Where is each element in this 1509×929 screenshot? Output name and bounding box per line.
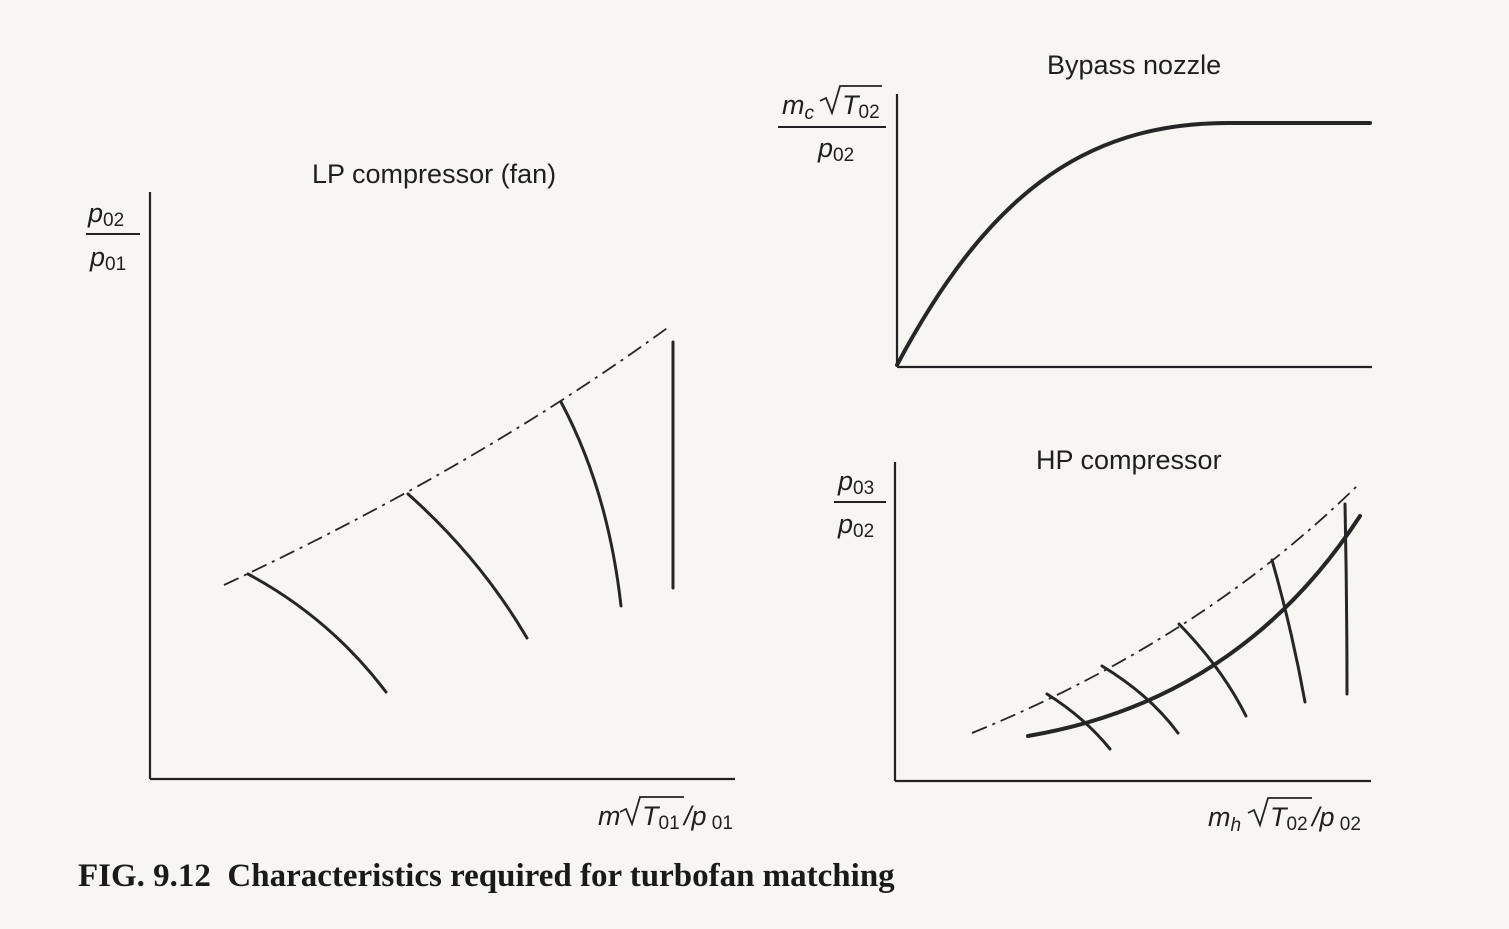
lp-speed-line-1 <box>246 572 388 694</box>
lp-xlabel-sqrt-sign <box>619 796 684 827</box>
lp-speed-line-2 <box>406 492 529 640</box>
nozzle-chart-title: Bypass nozzle <box>1047 50 1221 80</box>
nozzle-ylabel-m-sub: c <box>805 103 815 124</box>
svg-text:mh: mh <box>1208 802 1241 836</box>
lp-xlabel-T: T <box>642 801 661 831</box>
hp-ylabel-den: p <box>837 509 853 539</box>
hp-speed-line-2 <box>1100 664 1180 735</box>
lp-x-axis-label: m T01 /p 01 <box>598 796 733 834</box>
svg-text:/p 01: /p 01 <box>682 801 733 834</box>
nozzle-ylabel-den: p <box>817 133 833 163</box>
svg-text:p02: p02 <box>837 509 874 542</box>
lp-xlabel-slash-p: /p <box>682 801 707 831</box>
nozzle-ylabel-T-sub: 02 <box>859 102 880 123</box>
svg-text:T02: T02 <box>1270 802 1308 835</box>
lp-surge-line <box>223 325 671 586</box>
lp-ylabel-den: p <box>89 242 105 272</box>
nozzle-flow-curve <box>895 121 1372 367</box>
hp-y-axis-label: p03 p02 <box>834 466 886 542</box>
lp-ylabel-num-sub: 02 <box>103 210 124 231</box>
lp-xlabel-p-sub: 01 <box>707 813 733 834</box>
lp-ylabel-num: p <box>87 198 103 228</box>
nozzle-ylabel-m: m <box>782 90 805 120</box>
hp-ylabel-num: p <box>837 466 853 496</box>
svg-text:T02: T02 <box>842 90 880 123</box>
hp-ylabel-num-sub: 03 <box>853 478 874 499</box>
bypass-nozzle-chart: Bypass nozzle mc T02 p02 <box>778 50 1372 369</box>
nozzle-ylabel-sqrt-sign <box>819 85 882 116</box>
figure-caption: FIG. 9.12 Characteristics required for t… <box>78 858 895 894</box>
hp-xlabel-sqrt-sign <box>1247 797 1312 828</box>
hp-ylabel-den-sub: 02 <box>853 521 874 542</box>
svg-text:T01: T01 <box>642 801 680 834</box>
hp-chart-title: HP compressor <box>1036 445 1222 475</box>
lp-y-axis-label: p02 p01 <box>86 198 140 275</box>
hp-x-axis-label: mh T02 /p 02 <box>1208 797 1361 836</box>
svg-text:p01: p01 <box>89 242 126 275</box>
hp-speed-line-4 <box>1270 558 1307 704</box>
hp-xlabel-T: T <box>1270 802 1289 832</box>
nozzle-y-axis-label: mc T02 p02 <box>778 85 886 166</box>
hp-compressor-chart: HP compressor p03 p02 mh T02 /p 02 <box>834 445 1371 836</box>
hp-surge-line <box>971 484 1359 734</box>
hp-speed-line-5 <box>1343 502 1349 696</box>
svg-text:/p 02: /p 02 <box>1310 802 1361 835</box>
hp-operating-line <box>1026 514 1362 738</box>
hp-xlabel-m-sub: h <box>1231 815 1242 836</box>
lp-speed-line-3 <box>559 400 623 608</box>
svg-text:mc: mc <box>782 90 815 124</box>
hp-xlabel-p-sub: 02 <box>1335 814 1361 835</box>
lp-chart-title: LP compressor (fan) <box>312 159 556 189</box>
hp-xlabel-slash-p: /p <box>1310 802 1335 832</box>
svg-text:p03: p03 <box>837 466 874 499</box>
hp-speed-line-1 <box>1045 692 1112 751</box>
nozzle-ylabel-T: T <box>842 90 861 120</box>
lp-ylabel-den-sub: 01 <box>105 254 126 275</box>
svg-text:p02: p02 <box>87 198 124 231</box>
lp-xlabel-T-sub: 01 <box>659 813 680 834</box>
nozzle-ylabel-den-sub: 02 <box>833 145 854 166</box>
hp-speed-line-3 <box>1177 622 1248 718</box>
lp-xlabel-m: m <box>598 801 621 831</box>
lp-compressor-chart: LP compressor (fan) p02 p01 m T01 /p 01 <box>86 159 735 834</box>
hp-xlabel-m: m <box>1208 802 1231 832</box>
hp-xlabel-T-sub: 02 <box>1287 814 1308 835</box>
svg-text:p02: p02 <box>817 133 854 166</box>
